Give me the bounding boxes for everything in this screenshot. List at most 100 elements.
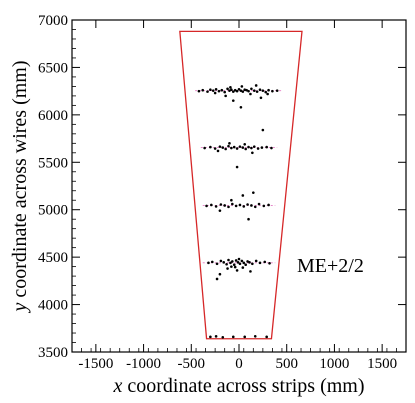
data-point bbox=[209, 145, 212, 149]
data-point bbox=[218, 272, 222, 276]
data-point bbox=[224, 147, 227, 151]
y-tick-label: 4500 bbox=[38, 250, 68, 266]
data-point bbox=[252, 89, 256, 92]
data-point bbox=[261, 89, 265, 92]
data-point bbox=[233, 265, 237, 269]
data-point bbox=[256, 147, 260, 150]
data-point bbox=[213, 147, 217, 150]
data-point bbox=[243, 335, 247, 339]
data-point bbox=[249, 92, 252, 96]
data-point bbox=[209, 335, 212, 339]
data-point bbox=[210, 260, 214, 264]
x-tick-label: 1000 bbox=[319, 356, 349, 372]
data-point bbox=[265, 335, 268, 339]
data-point bbox=[250, 146, 253, 150]
data-point bbox=[238, 262, 242, 266]
data-point bbox=[211, 89, 215, 92]
x-tick-label: 0 bbox=[235, 356, 243, 372]
data-point bbox=[255, 90, 259, 93]
data-point bbox=[201, 88, 205, 92]
data-point bbox=[217, 89, 221, 93]
x-axis-title: x coordinate across strips (mm) bbox=[112, 375, 364, 397]
data-point bbox=[265, 145, 268, 149]
data-point bbox=[241, 146, 245, 149]
data-point bbox=[214, 87, 218, 91]
data-point bbox=[215, 262, 219, 266]
data-point bbox=[264, 90, 268, 94]
data-point bbox=[207, 261, 210, 265]
y-tick-label: 6500 bbox=[38, 60, 68, 76]
data-point bbox=[214, 335, 218, 338]
data-point bbox=[253, 205, 257, 209]
data-point bbox=[229, 261, 232, 265]
data-point bbox=[214, 205, 218, 208]
plot-frame bbox=[71, 19, 407, 353]
data-point bbox=[232, 145, 236, 149]
data-point bbox=[263, 260, 267, 264]
data-point bbox=[242, 205, 246, 208]
data-point bbox=[228, 142, 231, 145]
data-point bbox=[205, 204, 208, 208]
data-point bbox=[261, 128, 265, 132]
chamber-outline bbox=[179, 30, 303, 340]
data-point bbox=[241, 266, 245, 269]
data-point bbox=[203, 146, 206, 150]
data-point bbox=[244, 263, 247, 267]
data-point bbox=[231, 335, 235, 339]
data-point bbox=[235, 269, 239, 272]
data-point bbox=[237, 257, 241, 261]
data-point bbox=[224, 94, 227, 98]
data-point bbox=[252, 191, 255, 194]
data-point bbox=[238, 145, 242, 148]
data-point bbox=[240, 85, 244, 88]
points-layer bbox=[197, 84, 279, 339]
data-point bbox=[246, 203, 249, 206]
data-point bbox=[253, 335, 257, 338]
y-tick-label: 3500 bbox=[38, 345, 68, 361]
data-point bbox=[223, 204, 226, 207]
data-point bbox=[230, 88, 233, 92]
data-point bbox=[240, 259, 244, 263]
data-point bbox=[252, 145, 256, 148]
x-tick-label: 1500 bbox=[367, 356, 397, 372]
data-point bbox=[234, 204, 238, 208]
chamber-label: ME+2/2 bbox=[297, 255, 364, 277]
data-point bbox=[226, 267, 229, 270]
data-point bbox=[258, 88, 262, 92]
data-point bbox=[226, 87, 229, 91]
data-point bbox=[232, 263, 236, 267]
y-tick-label: 5000 bbox=[38, 203, 68, 219]
x-tick-label: -1500 bbox=[78, 356, 113, 372]
data-point bbox=[271, 89, 274, 93]
data-point bbox=[247, 217, 250, 221]
data-point bbox=[238, 203, 242, 207]
data-point bbox=[210, 203, 213, 207]
data-point bbox=[262, 204, 266, 208]
y-tick-label: 5500 bbox=[38, 155, 68, 171]
data-point bbox=[213, 91, 217, 95]
data-point bbox=[220, 88, 224, 92]
data-point bbox=[248, 261, 251, 264]
data-point bbox=[219, 259, 223, 263]
data-point bbox=[197, 89, 201, 93]
data-point bbox=[244, 147, 247, 151]
data-point bbox=[234, 259, 238, 262]
data-point bbox=[266, 92, 269, 96]
data-point bbox=[227, 258, 230, 262]
data-point bbox=[275, 89, 279, 92]
data-point bbox=[257, 202, 261, 206]
data-point bbox=[251, 151, 254, 155]
data-point bbox=[235, 165, 239, 169]
data-point bbox=[231, 99, 235, 102]
data-point bbox=[219, 203, 223, 206]
data-point bbox=[206, 90, 209, 93]
data-point bbox=[230, 265, 233, 268]
outline-layer bbox=[179, 30, 303, 340]
data-point bbox=[231, 90, 235, 93]
data-point bbox=[247, 145, 250, 149]
data-point bbox=[230, 198, 233, 202]
data-point bbox=[223, 90, 226, 94]
data-point bbox=[209, 88, 212, 92]
